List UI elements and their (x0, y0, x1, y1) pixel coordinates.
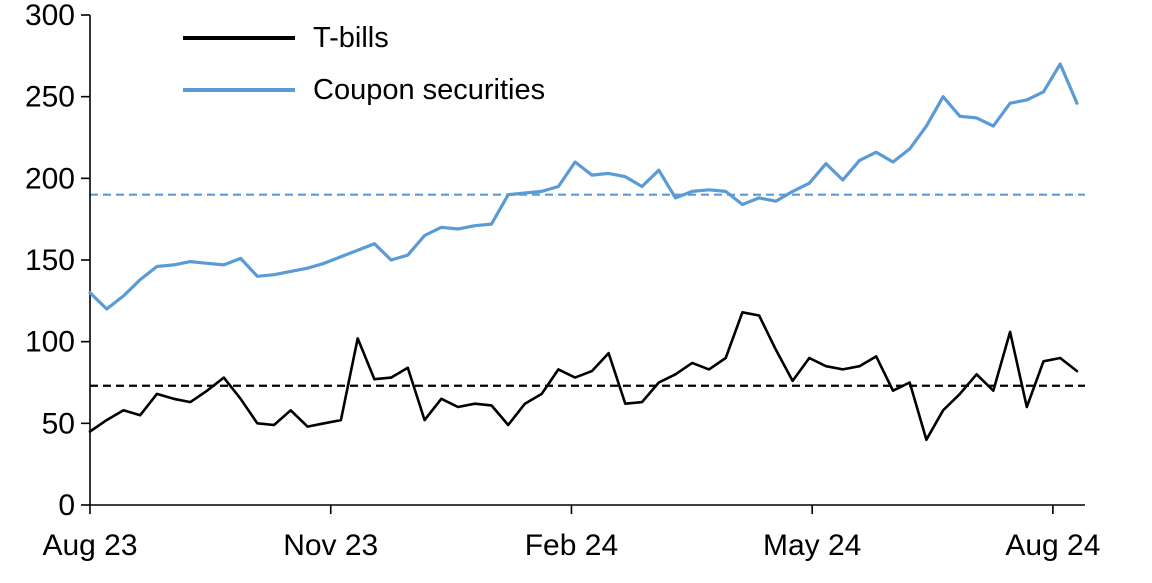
legend-swatch-0 (183, 36, 295, 40)
y-tick-label: 200 (25, 162, 75, 195)
y-tick-label: 250 (25, 81, 75, 114)
legend-item-tbills: T-bills (183, 22, 545, 54)
legend-swatch-1 (183, 88, 295, 92)
series-line-coupon-securities (88, 62, 1079, 311)
x-tick-label: Feb 24 (525, 529, 618, 562)
y-tick-label: 100 (25, 326, 75, 359)
y-tick-label: 0 (58, 489, 75, 522)
x-tick-label: Nov 23 (283, 529, 378, 562)
y-tick-label: 150 (25, 244, 75, 277)
y-tick-label: 50 (42, 407, 75, 440)
legend-label-tbills: T-bills (313, 21, 389, 54)
series-line-t-bills (88, 310, 1079, 442)
x-tick-label: Aug 23 (42, 529, 137, 562)
chart-legend: T-bills Coupon securities (183, 22, 545, 106)
x-tick-label: Aug 24 (1005, 529, 1100, 562)
legend-item-coupon-securities: Coupon securities (183, 74, 545, 106)
legend-label-coupon-securities: Coupon securities (313, 73, 546, 106)
x-tick-label: May 24 (763, 529, 861, 562)
y-tick-label: 300 (25, 0, 75, 32)
